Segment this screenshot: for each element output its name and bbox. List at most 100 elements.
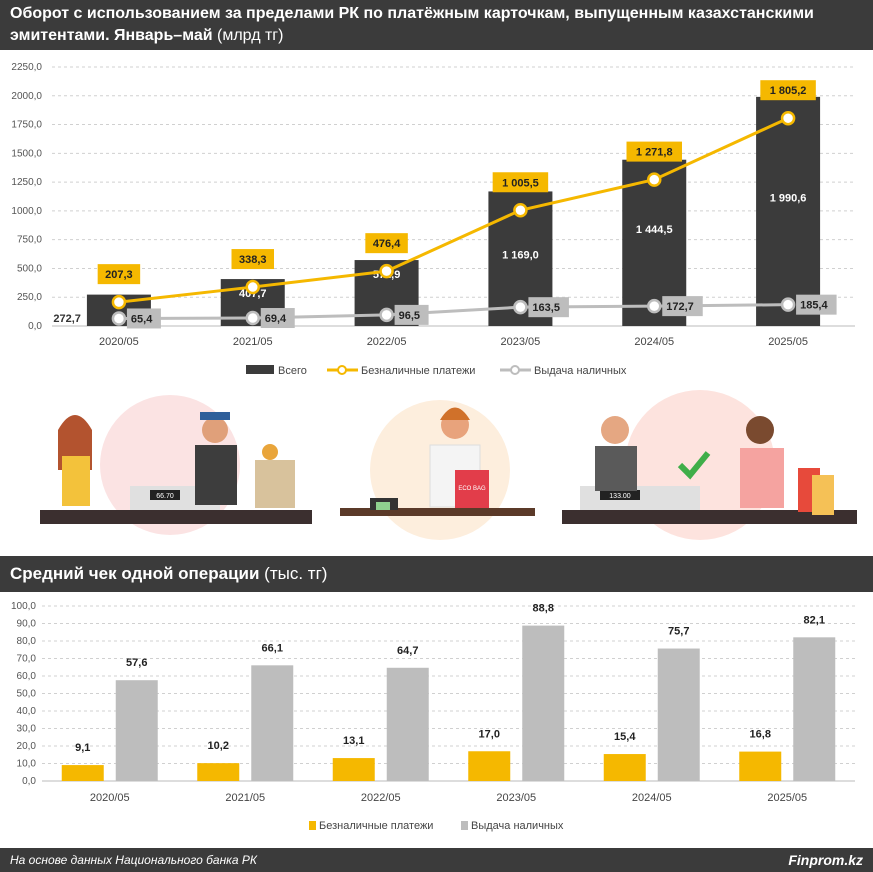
legend-label-total: Всего xyxy=(278,365,307,377)
chart1-title: Оборот с использованием за пределами РК … xyxy=(0,0,873,50)
data-label-cash: 64,7 xyxy=(397,645,418,657)
legend-swatch-cash xyxy=(461,821,468,830)
legend-label-cash: Выдача наличных xyxy=(471,820,564,832)
point-cashless xyxy=(111,294,127,310)
point-cashless xyxy=(647,172,662,187)
x-tick-label: 2025/05 xyxy=(768,336,808,348)
data-label-cash: 66,1 xyxy=(262,642,283,654)
bar-cashless xyxy=(332,758,375,781)
x-tick-label: 2022/05 xyxy=(361,792,401,804)
data-label-cash: 96,5 xyxy=(399,310,420,322)
chart2-title: Средний чек одной операции (тыс. тг) xyxy=(0,556,873,592)
bar-cashless xyxy=(468,751,511,781)
point-cash xyxy=(647,298,662,314)
line-cashless xyxy=(118,116,789,304)
data-label-cashless: 13,1 xyxy=(343,735,364,747)
y-tick-label: 60,0 xyxy=(17,671,37,682)
x-tick-label: 2023/05 xyxy=(496,792,536,804)
data-label-cash: 88,8 xyxy=(533,603,554,615)
data-label-total: 272,7 xyxy=(53,313,81,325)
label-box-cashless xyxy=(492,172,549,193)
x-tick-label: 2022/05 xyxy=(367,336,407,348)
label-box-cashless xyxy=(626,141,682,162)
data-label-cashless: 10,2 xyxy=(208,740,229,752)
legend-swatch-total xyxy=(246,365,274,374)
x-tick-label: 2020/05 xyxy=(99,336,139,348)
title-unit: (млрд тг) xyxy=(217,27,284,44)
label-box-cash xyxy=(662,296,703,317)
data-label-cash: 163,5 xyxy=(532,302,560,314)
data-label-cashless: 338,3 xyxy=(239,254,267,266)
label-box-cashless xyxy=(365,233,408,254)
title-text: Средний чек одной операции xyxy=(10,564,260,583)
data-label-cashless: 1 805,2 xyxy=(770,85,807,97)
point-cash xyxy=(780,297,796,312)
price-tag: 66.70 xyxy=(156,493,174,500)
bar-cash xyxy=(386,667,429,781)
data-label-cashless: 207,3 xyxy=(105,269,133,281)
point-cash xyxy=(379,307,394,323)
legend-marker-cash xyxy=(510,365,520,375)
source-note: На основе данных Национального банка РК xyxy=(10,853,257,867)
illustration-strip: 66.70 ECO BAG 133.00 xyxy=(40,390,857,540)
point-cashless xyxy=(780,110,796,126)
y-tick-label: 500,0 xyxy=(17,263,42,274)
turnover-chart: 0,0 250,0 500,0 750,0 1000,0 1250,0 1500,0 1750… xyxy=(11,62,855,377)
title-text: Оборот с использованием за пределами РК … xyxy=(10,5,814,44)
data-label-cashless: 476,4 xyxy=(373,238,401,250)
label-box-cash xyxy=(260,308,295,329)
data-label-cash: 57,6 xyxy=(126,657,147,669)
illustration-card-payment: 66.70 xyxy=(40,395,312,535)
point-cashless xyxy=(245,279,260,295)
data-label-cash: 185,4 xyxy=(800,300,828,312)
data-label-cash: 69,4 xyxy=(265,313,287,325)
label-box-cash xyxy=(394,304,429,325)
bar-cash xyxy=(657,648,700,781)
point-cashless xyxy=(513,203,528,218)
point-cashless xyxy=(379,263,394,279)
x-tick-label: 2021/05 xyxy=(225,792,265,804)
data-label-total: 1 990,6 xyxy=(770,192,807,204)
y-tick-label: 1000,0 xyxy=(11,206,42,217)
y-tick-label: 0,0 xyxy=(28,321,42,332)
x-tick-label: 2024/05 xyxy=(634,336,674,348)
legend-label-cashless: Безналичные платежи xyxy=(319,820,433,832)
data-label-total: 1 169,0 xyxy=(502,250,539,262)
data-label-cashless: 1 271,8 xyxy=(636,147,673,159)
y-tick-label: 100,0 xyxy=(11,601,36,612)
bar-total xyxy=(756,96,821,326)
label-box-cashless xyxy=(760,80,816,101)
bar-cash xyxy=(522,625,565,781)
illustration-cash-payment: 133.00 xyxy=(562,390,857,540)
footer: На основе данных Национального банка РК … xyxy=(0,848,873,872)
bar-cashless xyxy=(739,751,782,781)
x-tick-label: 2024/05 xyxy=(632,792,672,804)
legend-label-cash: Выдача наличных xyxy=(534,365,627,377)
y-tick-label: 50,0 xyxy=(17,689,37,700)
legend-marker-cashless xyxy=(337,365,347,375)
data-label-cash: 82,1 xyxy=(804,614,825,626)
y-tick-label: 90,0 xyxy=(17,619,37,630)
y-tick-label: 750,0 xyxy=(17,235,42,246)
y-tick-label: 1750,0 xyxy=(11,120,42,131)
y-tick-label: 250,0 xyxy=(17,292,42,303)
illustration-phone-payment: ECO BAG xyxy=(340,400,535,540)
y-tick-label: 20,0 xyxy=(17,741,37,752)
point-cash xyxy=(111,311,127,326)
point-cash xyxy=(245,310,260,326)
bag-label: ECO BAG xyxy=(458,486,486,492)
y-tick-label: 1250,0 xyxy=(11,177,42,188)
data-label-cashless: 16,8 xyxy=(750,729,771,741)
label-box-cashless xyxy=(97,264,141,285)
y-tick-label: 30,0 xyxy=(17,724,37,735)
data-label-cash: 75,7 xyxy=(668,626,689,638)
legend-label-cashless: Безналичные платежи xyxy=(361,365,475,377)
point-cash xyxy=(513,299,528,315)
x-tick-label: 2025/05 xyxy=(767,792,807,804)
legend-swatch-cashless xyxy=(309,821,316,830)
y-tick-label: 70,0 xyxy=(17,654,37,665)
bar-cash xyxy=(251,665,294,781)
data-label-cashless: 17,0 xyxy=(479,728,500,740)
bar-cashless xyxy=(603,754,646,781)
data-label-cashless: 1 005,5 xyxy=(502,177,539,189)
